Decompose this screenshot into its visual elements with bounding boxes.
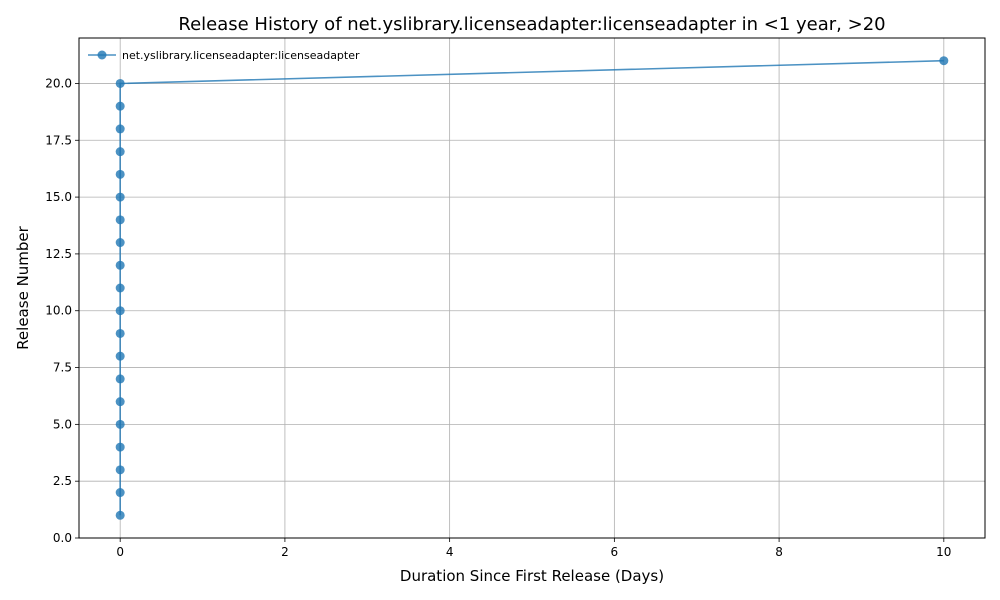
x-axis-ticks: 0 2 4 6 8 10 (116, 538, 951, 559)
data-point (115, 147, 125, 157)
y-tick-label: 17.5 (45, 133, 72, 147)
data-point (115, 78, 125, 88)
data-point (115, 419, 125, 429)
x-tick-label: 10 (936, 545, 951, 559)
data-point (115, 374, 125, 384)
x-tick-label: 6 (611, 545, 619, 559)
plot-area-frame (78, 37, 986, 539)
data-point (115, 442, 125, 452)
data-point (115, 465, 125, 475)
data-point (115, 169, 125, 179)
x-tick-label: 0 (116, 545, 124, 559)
data-point (115, 238, 125, 248)
legend-label: net.yslibrary.licenseadapter:licenseadap… (122, 49, 360, 62)
data-point (115, 397, 125, 407)
legend: net.yslibrary.licenseadapter:licenseadap… (88, 49, 360, 62)
x-axis-label: Duration Since First Release (Days) (400, 567, 664, 585)
series-layer (115, 56, 949, 520)
y-tick-label: 15.0 (45, 190, 72, 204)
y-tick-label: 12.5 (45, 247, 72, 261)
x-tick-label: 4 (446, 545, 454, 559)
data-point (115, 283, 125, 293)
series-line (119, 59, 944, 516)
y-tick-label: 20.0 (45, 76, 72, 90)
y-axis-label: Release Number (14, 225, 32, 349)
data-point (115, 328, 125, 338)
y-tick-label: 7.5 (53, 361, 72, 375)
data-point (115, 192, 125, 202)
y-axis-ticks: 0.0 2.5 5.0 7.5 10.0 12.5 15.0 17.5 20.0 (45, 76, 79, 545)
chart-title: Release History of net.yslibrary.license… (178, 14, 885, 35)
y-tick-label: 5.0 (53, 417, 72, 431)
data-point (115, 351, 125, 361)
x-tick-label: 8 (775, 545, 783, 559)
legend-marker-swatch (97, 50, 107, 60)
grid-lines (79, 38, 985, 539)
data-point (115, 124, 125, 134)
data-point (115, 215, 125, 225)
y-tick-label: 2.5 (53, 474, 72, 488)
data-point (115, 260, 125, 270)
data-point (115, 510, 125, 520)
x-tick-label: 2 (281, 545, 289, 559)
data-point (115, 101, 125, 111)
y-tick-label: 0.0 (53, 531, 72, 545)
y-tick-label: 10.0 (45, 304, 72, 318)
data-point (115, 488, 125, 498)
data-point (115, 306, 125, 316)
data-point (939, 56, 949, 66)
